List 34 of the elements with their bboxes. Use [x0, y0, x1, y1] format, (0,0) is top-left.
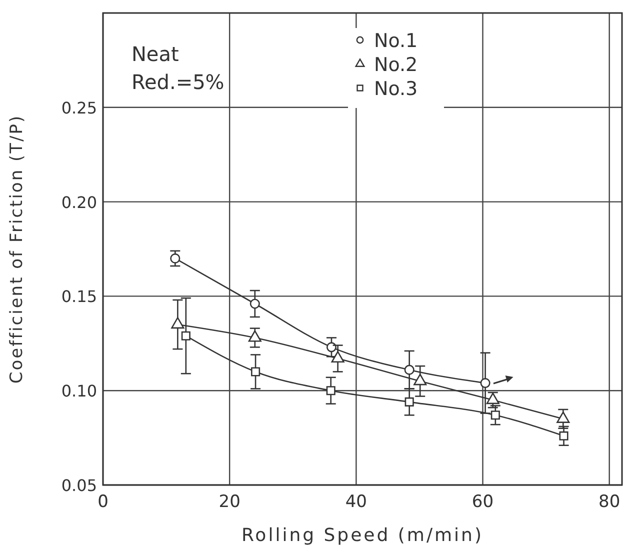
point — [251, 367, 260, 376]
point — [326, 342, 337, 352]
x-tick-label: 60 — [472, 492, 494, 512]
point — [171, 317, 184, 329]
y-tick-label: 0.05 — [61, 476, 97, 495]
x-tick-label: 40 — [345, 492, 367, 512]
point — [480, 378, 490, 388]
annotation: Neat — [131, 42, 180, 66]
x-tick-label: 20 — [218, 492, 240, 512]
point — [559, 431, 568, 440]
point — [170, 253, 180, 264]
x-tick-label: 0 — [98, 492, 108, 512]
point — [248, 330, 262, 342]
y-tick-label: 0.20 — [61, 192, 97, 212]
point — [404, 397, 414, 406]
annotation: Red.=5% — [131, 70, 224, 94]
legend-label: No.1 — [374, 30, 418, 52]
point — [326, 386, 336, 396]
point — [486, 392, 500, 404]
x-tick-label: 80 — [598, 492, 620, 512]
point — [490, 410, 500, 420]
legend-label: No.2 — [374, 54, 418, 76]
point — [250, 298, 260, 309]
point — [181, 331, 190, 340]
y-tick-label: 0.15 — [61, 287, 97, 306]
point — [331, 351, 344, 363]
point — [556, 411, 570, 423]
point — [414, 374, 427, 386]
y-tick-label: 0.25 — [61, 98, 97, 118]
y-tick-label: 0.10 — [61, 382, 97, 401]
x-axis-title: Rolling Speed (m/min) — [241, 525, 484, 546]
y-axis-title: Coefficient of Friction (T/P) — [7, 114, 27, 384]
point — [404, 364, 414, 375]
legend-label: No.3 — [374, 78, 418, 100]
